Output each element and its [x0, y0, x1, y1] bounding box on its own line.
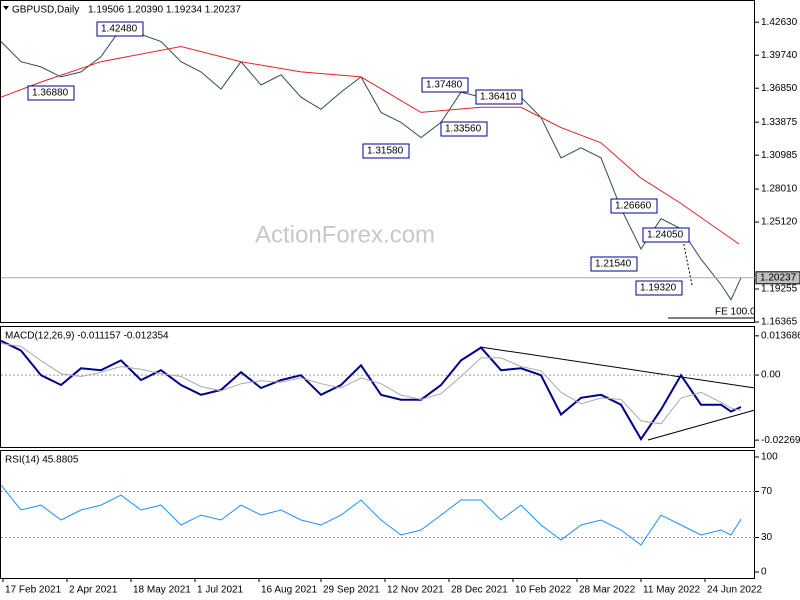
price-label-box — [475, 89, 523, 105]
y-tick-label: 70 — [761, 486, 773, 497]
y-tick-label: 0.013686 — [761, 330, 800, 341]
price-label-box — [27, 85, 75, 101]
x-tick-label: 17 Feb 2021 — [5, 585, 62, 596]
price-label: 1.42480 — [101, 24, 138, 35]
trend-line — [647, 409, 756, 441]
price-label: 1.36410 — [480, 92, 517, 103]
x-tick-label: 1 Jul 2021 — [197, 585, 244, 596]
price-label: 1.36880 — [32, 88, 69, 99]
price-label-box — [635, 280, 683, 296]
price-label: 1.24050 — [647, 230, 684, 241]
price-label-box — [421, 77, 469, 93]
price-label: 1.31580 — [367, 146, 404, 157]
watermark: ActionForex.com — [255, 221, 435, 248]
x-tick-label: 29 Sep 2021 — [323, 585, 380, 596]
price-label: 1.33560 — [445, 124, 482, 135]
y-tick-label: 1.16365 — [761, 317, 798, 328]
x-tick-label: 11 May 2022 — [643, 585, 701, 596]
price-label-box — [362, 143, 410, 159]
y-tick-label: 0.00 — [761, 370, 781, 381]
y-tick-label: 100 — [761, 452, 778, 463]
price-label-box — [610, 198, 658, 214]
y-tick-label: 1.30985 — [761, 150, 798, 161]
x-tick-label: 10 Feb 2022 — [515, 585, 572, 596]
x-tick-label: 2 Apr 2021 — [69, 585, 118, 596]
y-tick-label: 0 — [761, 567, 767, 578]
rsi-title: RSI(14) 45.8805 — [5, 455, 79, 466]
ohlc-values: 1.19506 1.20390 1.19234 1.20237 — [88, 5, 241, 16]
y-tick-label: -0.022698 — [761, 435, 800, 446]
price-panel — [0, 0, 755, 323]
x-tick-label: 12 Nov 2021 — [387, 585, 444, 596]
x-tick-label: 28 Mar 2022 — [579, 585, 636, 596]
macd-panel — [0, 326, 755, 448]
x-tick-label: 28 Dec 2021 — [451, 585, 508, 596]
price-label: 1.37480 — [426, 80, 463, 91]
series-line — [0, 339, 742, 441]
series-line — [0, 343, 742, 425]
price-label: 1.26660 — [615, 201, 652, 212]
series-line — [0, 484, 742, 546]
price-label-box — [590, 256, 638, 272]
menu-arrow — [3, 6, 9, 10]
x-tick-label: 18 May 2021 — [133, 585, 191, 596]
last-price-box — [755, 271, 800, 285]
chart-title: GBPUSD,Daily — [12, 5, 79, 16]
y-tick-label: 1.42630 — [761, 17, 798, 28]
y-tick-label: 1.33875 — [761, 117, 798, 128]
price-label: 1.19320 — [640, 283, 677, 294]
x-tick-label: 24 Jun 2022 — [707, 585, 762, 596]
rsi-panel — [0, 450, 755, 579]
price-label-box — [96, 21, 144, 37]
y-tick-label: 1.19255 — [761, 284, 798, 295]
price-label-box — [642, 227, 690, 243]
macd-title: MACD(12,26,9) -0.011157 -0.012354 — [5, 331, 169, 342]
series-line — [0, 45, 740, 245]
y-tick-label: 1.36850 — [761, 83, 798, 94]
y-tick-label: 1.28010 — [761, 184, 798, 195]
y-tick-label: 1.25120 — [761, 217, 798, 228]
fe-label: FE 100.0 — [715, 307, 756, 318]
last-price-label: 1.20237 — [760, 272, 797, 283]
y-tick-label: 30 — [761, 532, 773, 543]
y-tick-label: 1.39740 — [761, 50, 798, 61]
price-label-box — [440, 121, 488, 137]
x-tick-label: 16 Aug 2021 — [261, 585, 318, 596]
trend-line — [479, 346, 756, 389]
price-label: 1.21540 — [595, 259, 632, 270]
